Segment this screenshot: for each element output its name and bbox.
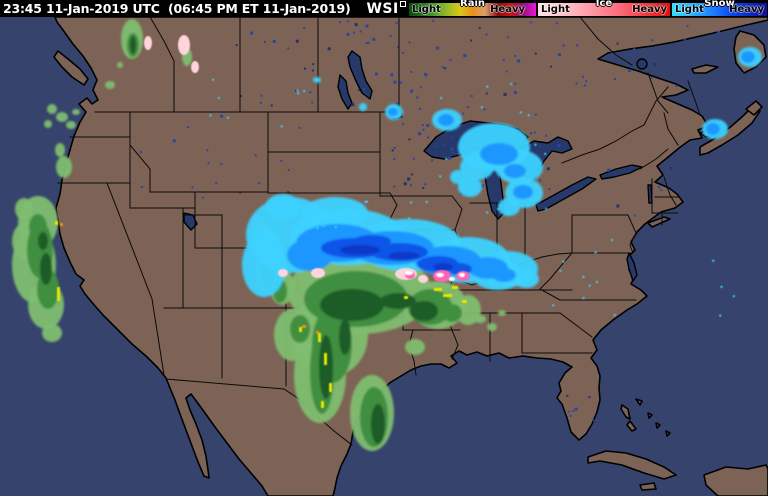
legend-ice-light-label: Light (541, 4, 570, 15)
cuba (587, 450, 677, 480)
legend-ice-heavy-label: Heavy (632, 4, 667, 15)
radar-heavy-cells-layer (55, 35, 735, 408)
logo-square-icon (399, 0, 406, 7)
long-island (647, 216, 671, 228)
legend-rain-heavy-label: Heavy (490, 4, 525, 15)
wsi-logo: WSI (366, 0, 406, 17)
timestamp-text: 23:45 11-Jan-2019 UTC (06:45 PM ET 11-Ja… (3, 1, 351, 16)
chesapeake-bay (626, 252, 638, 282)
legend-snow-gradient-bar (672, 3, 767, 16)
lake-winnipeg (347, 50, 373, 100)
legend-rain: Rain Light Heavy (408, 0, 537, 17)
legend-ice-title: Ice (595, 0, 613, 9)
legend-snow-heavy-label: Heavy (729, 4, 764, 15)
cape-breton (745, 100, 763, 116)
lake-ontario (599, 164, 643, 180)
legend-snow-light-label: Light (675, 4, 704, 15)
anticosti-island (691, 64, 719, 74)
lake-winnipegosis (337, 74, 353, 110)
lac-saint-jean (636, 58, 648, 70)
lake-erie (535, 176, 597, 212)
header-bar: 23:45 11-Jan-2019 UTC (06:45 PM ET 11-Ja… (0, 0, 768, 17)
legend-snow: Snow Light Heavy (671, 0, 768, 17)
us-canada-border (94, 86, 679, 164)
vancouver-island (53, 50, 89, 86)
legend-ice-gradient-bar (538, 3, 670, 16)
legend-rain-gradient-bar (409, 3, 536, 16)
legend-rain-light-label: Light (412, 4, 441, 15)
lake-champlain (647, 184, 653, 204)
legend-ice: Ice Light Heavy (537, 0, 671, 17)
legend-rain-title: Rain (460, 0, 485, 9)
legend-snow-title: Snow (704, 0, 735, 9)
radar-map (0, 17, 768, 496)
hispaniola (703, 464, 768, 496)
radar-precipitation-layer (12, 19, 762, 451)
precip-legend: Rain Light Heavy Ice Light Heavy Snow Li… (408, 0, 768, 17)
jamaica (639, 482, 657, 491)
bahamas (620, 398, 671, 437)
